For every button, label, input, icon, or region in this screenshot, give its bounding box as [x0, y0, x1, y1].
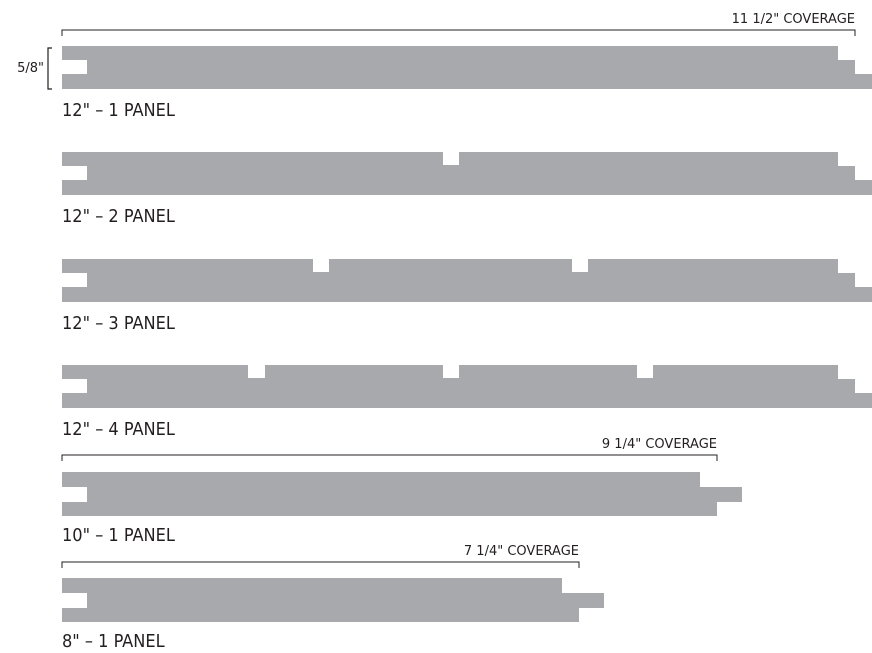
panel-label: 12" – 4 PANEL [62, 419, 175, 440]
board-profile [62, 472, 742, 516]
panel-profile-10in-1-panel: 9 1/4" COVERAGE 10" – 1 PANEL [61, 437, 742, 546]
panel-profile-12in-2-panel: 12" – 2 PANEL [62, 152, 872, 227]
coverage-dimension-line [61, 29, 856, 36]
panel-profile-12in-1-panel: 11 1/2" COVERAGE 12" – 1 PANEL [61, 12, 872, 121]
coverage-dimension-line [61, 454, 718, 461]
panel-profile-12in-4-panel: 12" – 4 PANEL [62, 365, 872, 440]
coverage-label: 7 1/4" COVERAGE [464, 544, 579, 559]
panel-profile-8in-1-panel: 7 1/4" COVERAGE 8" – 1 PANEL [61, 544, 604, 652]
board-profile [62, 365, 872, 408]
panel-label: 12" – 2 PANEL [62, 206, 175, 227]
coverage-dimension-line [61, 561, 580, 568]
board-profile [62, 578, 604, 622]
board-profile [62, 259, 872, 302]
coverage-label: 9 1/4" COVERAGE [602, 437, 717, 452]
panel-label: 12" – 1 PANEL [62, 100, 175, 121]
panel-profile-12in-3-panel: 12" – 3 PANEL [62, 259, 872, 334]
panel-label: 10" – 1 PANEL [62, 525, 175, 546]
board-profile [62, 152, 872, 195]
board-profile [62, 46, 872, 89]
panel-label: 8" – 1 PANEL [62, 631, 165, 652]
panel-label: 12" – 3 PANEL [62, 313, 175, 334]
coverage-label: 11 1/2" COVERAGE [732, 12, 855, 27]
thickness-bracket: 5/8" [17, 47, 52, 90]
thickness-label: 5/8" [17, 61, 44, 76]
